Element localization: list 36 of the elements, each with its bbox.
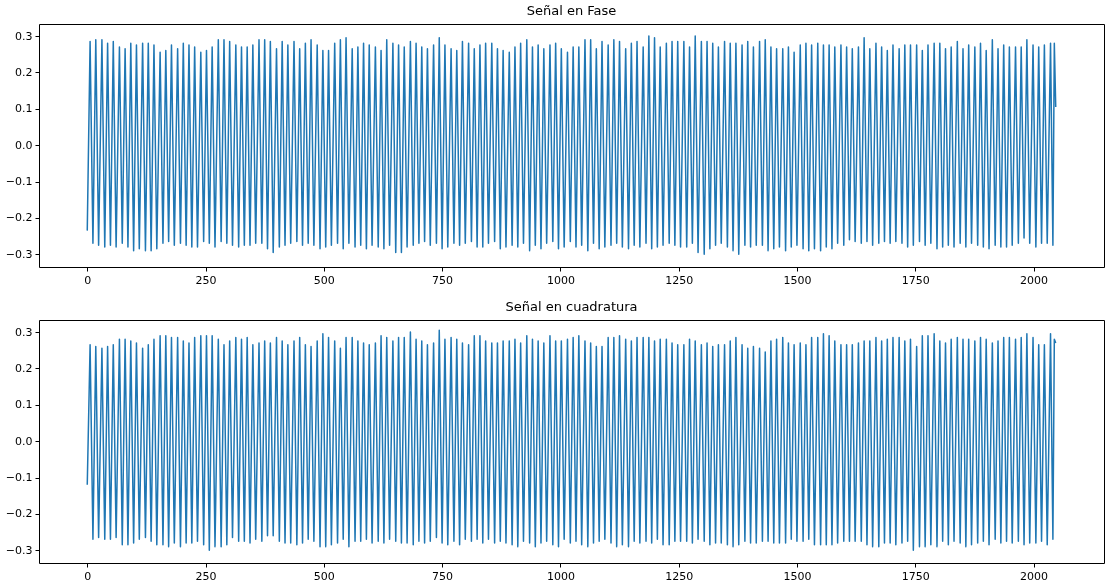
y-tick-label: 0.1 bbox=[15, 102, 33, 116]
y-tick-label: −0.3 bbox=[5, 543, 33, 557]
y-tick-label: 0.2 bbox=[15, 361, 33, 375]
y-tick-label: 0.3 bbox=[15, 29, 33, 43]
y-tick-label: −0.2 bbox=[5, 507, 33, 521]
x-tick-label: 0 bbox=[84, 569, 92, 583]
y-tick-label: −0.2 bbox=[5, 211, 33, 225]
x-tick-label: 1250 bbox=[665, 273, 694, 287]
x-tick-label: 1250 bbox=[665, 569, 694, 583]
x-tick-label: 500 bbox=[313, 273, 335, 287]
y-tick-label: −0.1 bbox=[5, 471, 33, 485]
y-tick-label: 0.3 bbox=[15, 325, 33, 339]
x-tick-label: 1000 bbox=[546, 569, 575, 583]
x-tick-label: 500 bbox=[313, 569, 335, 583]
x-tick-label: 250 bbox=[195, 273, 217, 287]
x-tick-label: 1500 bbox=[783, 273, 812, 287]
y-tick-label: 0.0 bbox=[15, 434, 33, 448]
x-tick-label: 1500 bbox=[783, 569, 812, 583]
chart-title: Señal en cuadratura bbox=[505, 299, 638, 314]
x-tick-label: 1750 bbox=[901, 569, 930, 583]
line-series bbox=[86, 329, 1057, 552]
x-tick-label: 0 bbox=[84, 273, 92, 287]
chart-title: Señal en Fase bbox=[526, 3, 617, 18]
x-tick-label: 2000 bbox=[1020, 273, 1048, 287]
x-tick-label: 750 bbox=[432, 569, 454, 583]
y-tick-label: 0.1 bbox=[15, 398, 33, 412]
line-series bbox=[86, 35, 1057, 256]
y-tick-label: −0.1 bbox=[5, 175, 33, 189]
x-tick-label: 1000 bbox=[546, 273, 575, 287]
x-tick-label: 2000 bbox=[1020, 569, 1048, 583]
y-tick-label: 0.2 bbox=[15, 65, 33, 79]
y-tick-label: −0.3 bbox=[5, 247, 33, 261]
x-tick-label: 250 bbox=[195, 569, 217, 583]
x-tick-label: 1750 bbox=[901, 273, 930, 287]
y-tick-label: 0.0 bbox=[15, 138, 33, 152]
x-tick-label: 750 bbox=[432, 273, 454, 287]
